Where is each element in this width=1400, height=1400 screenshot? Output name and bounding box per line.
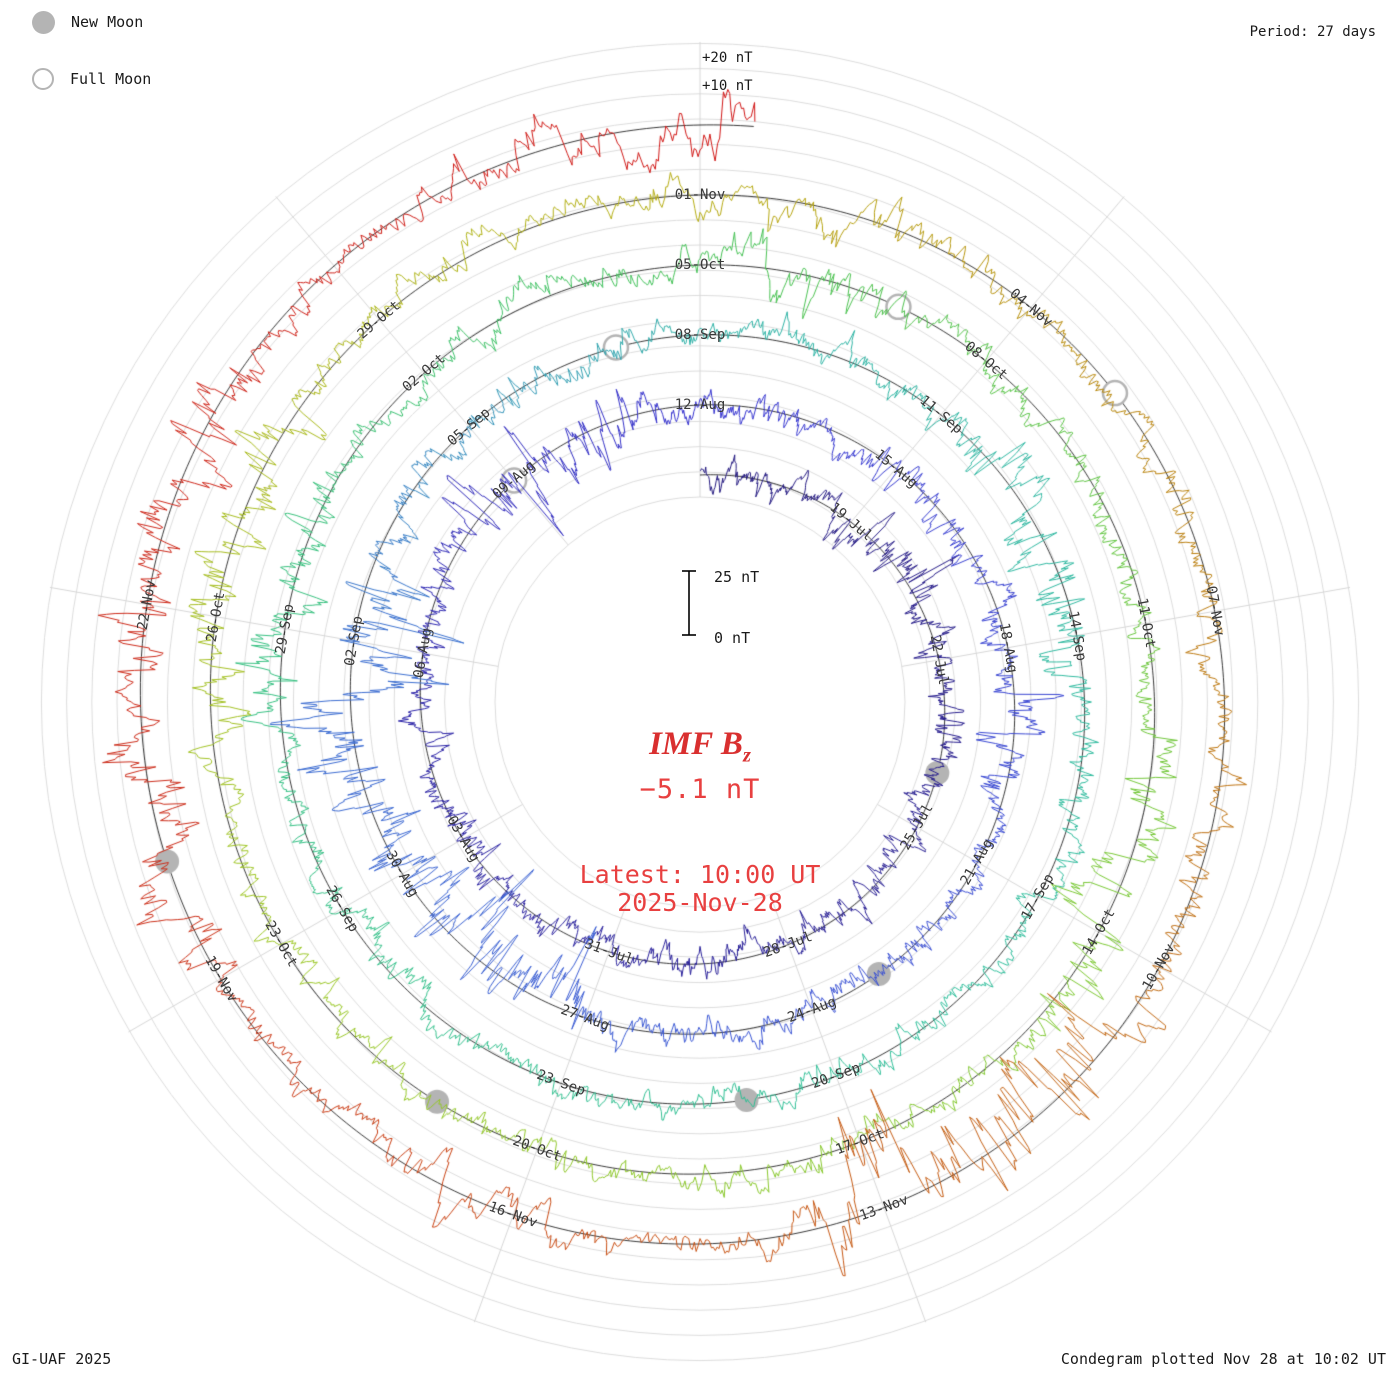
center-quantity-title: IMF Bz xyxy=(649,726,751,768)
period-label: Period: 27 days xyxy=(1249,24,1376,40)
scale-bar-zero-label: 0 nT xyxy=(714,629,751,647)
scale-bar xyxy=(682,570,696,636)
legend-full-moon: Full Moon xyxy=(32,65,151,93)
legend-new-moon: New Moon xyxy=(32,8,151,36)
plus-10nt-label: +10 nT xyxy=(702,78,753,94)
new-moon-label: New Moon xyxy=(71,13,144,31)
center-latest-time: Latest: 10:00 UT xyxy=(579,860,821,889)
full-moon-icon xyxy=(32,68,54,90)
center-quantity-subscript: z xyxy=(742,744,751,767)
center-latest-value: −5.1 nT xyxy=(639,774,761,805)
credit-label: GI-UAF 2025 xyxy=(12,1350,112,1368)
full-moon-label: Full Moon xyxy=(70,70,152,88)
scale-bar-max-label: 25 nT xyxy=(714,568,760,586)
plotted-timestamp-label: Condegram plotted Nov 28 at 10:02 UT xyxy=(1060,1350,1386,1368)
moon-legend: New Moon Full Moon xyxy=(32,8,151,122)
center-quantity-main: IMF B xyxy=(649,726,743,762)
new-moon-icon xyxy=(32,10,55,34)
center-latest-date: 2025-Nov-28 xyxy=(617,888,783,917)
plus-20nt-label: +20 nT xyxy=(702,50,753,66)
